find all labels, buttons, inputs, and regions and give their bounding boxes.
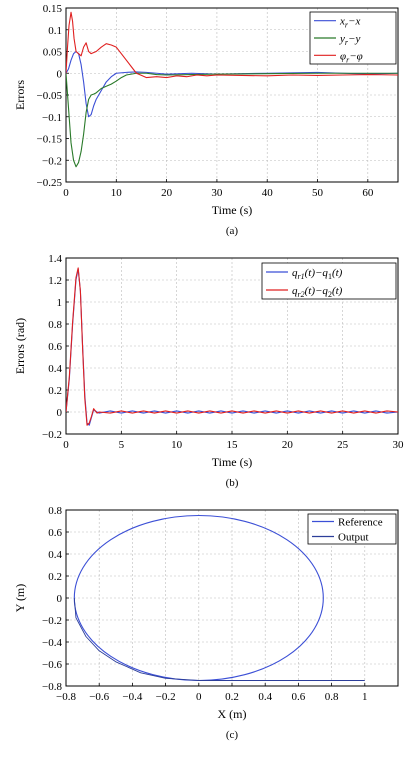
y-tick-label: −0.6 [42, 659, 62, 671]
y-tick-label: 0.4 [48, 363, 62, 375]
y-tick-label: −0.2 [42, 155, 62, 167]
legend-label: qr2(t)−q2(t) [292, 285, 343, 299]
y-tick-label: 0.4 [48, 549, 62, 561]
chart-b: 0 5 10 15 20 25 30−0.200.20.40.60.811.21.4Time… [13, 253, 404, 489]
x-tick-label: 50 [312, 187, 324, 199]
x-tick-label: 15 [227, 439, 239, 451]
y-tick-label: 1 [57, 297, 63, 309]
series-line-2 [66, 72, 398, 168]
x-tick-label: 0.4 [258, 691, 272, 703]
y-tick-label: 0.2 [48, 385, 62, 397]
x-tick-label: 60 [362, 187, 374, 199]
x-axis-label: Time (s) [212, 455, 253, 469]
x-tick-label: −0.2 [156, 691, 176, 703]
legend-label: yr−y [339, 33, 360, 47]
legend-box [261, 262, 397, 300]
y-axis-label: Errors (rad) [13, 318, 27, 374]
y-axis-label: Errors [13, 80, 27, 110]
y-tick-label: 0.1 [48, 25, 62, 37]
series-line-2 [66, 267, 398, 426]
chart-c: −0.8 −0.6 −0.4 −0.2 0 0.2 0.4 0.6 0.8 1 −0.8 −0.6 −0… [13, 505, 399, 741]
x-tick-label: 0.2 [225, 691, 239, 703]
chart-a: 0 10 20 30 40 50 60 −0.25 −0.2 −0.15 −0.1 −0.05 0 0.0… [13, 3, 399, 237]
y-tick-label: −0.4 [42, 637, 62, 649]
y-axis-label: Y (m) [13, 584, 27, 613]
y-tick-label: −0.25 [37, 177, 63, 189]
legend-label: φr−φ [340, 50, 363, 64]
x-tick-label: −0.8 [56, 691, 76, 703]
legend-label: Reference [338, 517, 383, 529]
legend: xr−x yr−y φr−φ [309, 11, 397, 65]
y-tick-label: −0.05 [37, 90, 63, 102]
y-tick-label: −0.15 [37, 134, 63, 146]
x-tick-label: 40 [262, 187, 274, 199]
x-tick-label: 0 [63, 439, 69, 451]
panel-caption: (c) [226, 729, 239, 741]
legend-box [307, 513, 397, 545]
x-tick-label: 0.8 [325, 691, 339, 703]
y-tick-label: 0.8 [48, 319, 62, 331]
y-tick-label: 0.6 [48, 527, 62, 539]
legend-label: Output [338, 532, 369, 544]
y-tick-label: 0.6 [48, 341, 62, 353]
x-tick-label: 20 [161, 187, 173, 199]
legend-label: xr−x [339, 16, 360, 30]
x-tick-label: 0 [63, 187, 69, 199]
legend: qr1(t)−q1(t) qr2(t)−q2(t) [261, 262, 397, 300]
y-tick-label: 0 [57, 593, 63, 605]
x-tick-label: 1 [362, 691, 368, 703]
y-tick-label: 1.4 [48, 253, 62, 265]
series-line-2 [73, 597, 365, 681]
legend-label: qr1(t)−q1(t) [292, 267, 343, 281]
plot-area [66, 11, 398, 168]
x-tick-label: 30 [211, 187, 223, 199]
x-tick-label: 25 [337, 439, 349, 451]
y-tick-label: 0.2 [48, 571, 62, 583]
y-tick-label: −0.2 [42, 429, 62, 441]
x-tick-label: 10 [171, 439, 183, 451]
y-tick-label: 0 [57, 68, 63, 80]
y-tick-label: −0.2 [42, 615, 62, 627]
x-axis-label: X (m) [218, 707, 247, 721]
plot-area [73, 514, 365, 682]
panel-caption: (a) [226, 225, 239, 237]
x-tick-label: 10 [111, 187, 123, 199]
x-tick-label: 0.6 [292, 691, 306, 703]
x-tick-label: −0.6 [89, 691, 109, 703]
y-tick-label: 1.2 [48, 275, 62, 287]
y-tick-label: 0 [57, 407, 63, 419]
legend: Reference Output [307, 513, 397, 545]
x-tick-label: 30 [393, 439, 405, 451]
series-line-3 [66, 11, 398, 79]
x-tick-label: 5 [119, 439, 125, 451]
y-tick-label: 0.15 [43, 3, 63, 15]
y-tick-label: 0.05 [43, 47, 63, 59]
panel-caption: (b) [226, 477, 239, 489]
x-tick-label: 0 [196, 691, 202, 703]
y-tick-label: −0.8 [42, 681, 62, 693]
y-tick-label: 0.8 [48, 505, 62, 517]
x-tick-label: −0.4 [122, 691, 142, 703]
y-tick-label: −0.1 [42, 112, 62, 124]
x-axis-label: Time (s) [212, 203, 253, 217]
plot-area [66, 267, 398, 426]
x-tick-label: 20 [282, 439, 294, 451]
